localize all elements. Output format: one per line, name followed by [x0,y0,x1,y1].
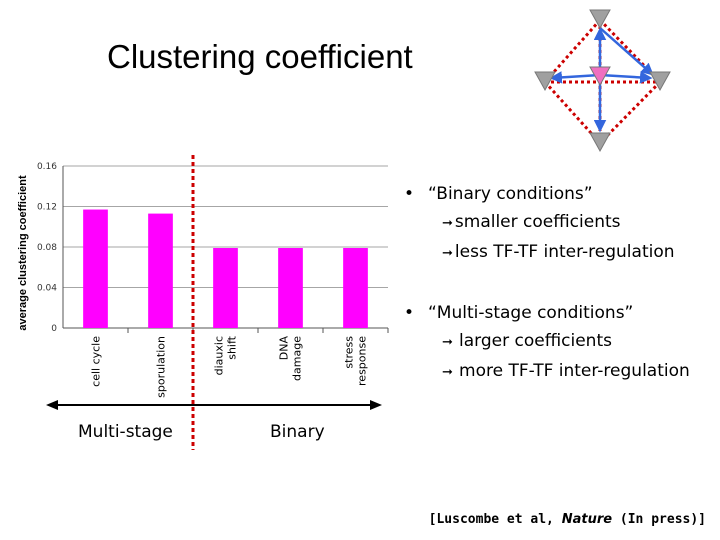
bullet-multistage: • “Multi-stage conditions” ➞ larger coeff… [404,299,690,387]
multi-stage-label: Multi-stage [78,422,173,442]
bar [343,248,368,328]
x-category-label: diauxicshift [213,335,239,375]
slide-title: Clustering coefficient [107,38,413,75]
regulation-arrow [549,71,601,84]
arrow-icon: ➞ [442,365,458,380]
x-category-line: shift [226,335,239,359]
regulation-arrow [599,71,653,84]
x-category-line: cell cycle [90,336,103,387]
dotted-edge [598,80,662,145]
tf-node-icon [534,71,556,92]
tf-node-icon [589,132,611,153]
bullet-dot: • [404,303,415,323]
bullet-heading: “Multi-stage conditions” [428,303,634,323]
citation-journal: Nature [561,512,613,527]
x-category-line: response [356,336,369,386]
bullet-sub: more TF-TF inter-regulation [459,361,690,381]
x-category-line: stress [343,336,356,369]
bar [278,248,303,328]
y-tick-label: 0.12 [37,203,57,213]
x-category-line: sporulation [155,336,168,398]
binary-label: Binary [270,422,325,442]
arrowhead-right-icon [370,400,382,410]
bullet-dot: • [404,184,415,204]
arrow-icon: ➞ [442,335,458,350]
bullet-binary: • “Binary conditions” ➞ smaller coefficien… [404,180,675,268]
x-category-line: damage [291,336,304,381]
citation-prefix: [Luscombe et al, [428,512,562,527]
plot-area: 0 0.04 0.08 0.12 0.16 average clustering coef… [17,155,389,450]
dotted-edge [543,19,602,83]
tf-node-icon [649,71,671,92]
dotted-edge [598,18,662,84]
y-tick-label: 0.04 [37,284,57,294]
y-axis-label: average clustering coefficient [17,175,29,331]
citation-suffix: (In press)] [612,512,706,527]
y-tick-label: 0.16 [37,162,57,172]
x-category-label: stressresponse [343,336,369,386]
bullet-heading: “Binary conditions” [428,184,593,204]
y-tick-label: 0.08 [37,243,57,253]
x-category-line: diauxic [213,336,226,375]
y-tick-label: 0 [51,324,57,334]
hub-node-icon [589,66,611,87]
bullet-sub: less TF-TF inter-regulation [454,242,675,262]
x-category-label: cell cycle [90,336,103,387]
regulation-arrow [599,27,654,76]
bullet-sub: smaller coefficients [454,212,621,232]
bar [83,209,108,328]
x-category-label: DNAdamage [278,336,304,381]
network-motif-diagram [534,9,671,153]
tf-node-icon [589,9,611,30]
x-category-label: sporulation [155,336,168,398]
arrow-icon: ➞ [442,216,453,231]
citation: [Luscombe et al, Nature (In press)] [429,512,706,527]
arrow-icon: ➞ [442,246,453,261]
bullet-sub: larger coefficients [459,331,612,351]
bar [148,213,173,328]
x-category-line: DNA [278,336,291,361]
arrowhead-left-icon [46,400,58,410]
bar [213,248,238,328]
